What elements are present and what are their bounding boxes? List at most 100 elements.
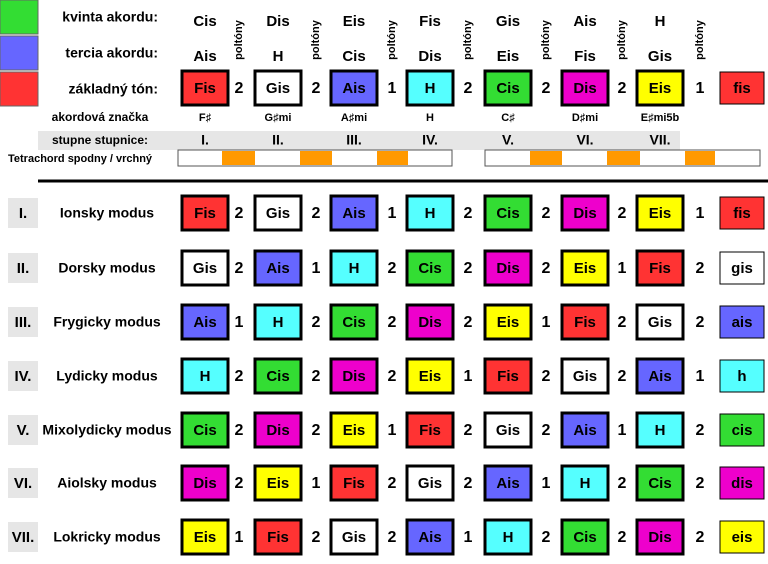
interval: 2 <box>618 205 627 222</box>
interval: 2 <box>542 205 551 222</box>
note-label: dis <box>731 475 753 492</box>
mode-name: Frygicky modus <box>53 314 161 330</box>
interval: 2 <box>618 529 627 546</box>
degrees-label: stupne stupnice: <box>52 133 148 147</box>
fifth-note: Eis <box>343 13 366 30</box>
note-label: Eis <box>649 205 672 222</box>
mode-numeral: VI. <box>14 475 32 492</box>
note-label: Dis <box>648 529 671 546</box>
legend-label: tercia akordu: <box>65 45 158 61</box>
note-label: Dis <box>573 205 596 222</box>
note-label: H <box>503 529 514 546</box>
interval: 2 <box>235 205 244 222</box>
interval: 2 <box>235 475 244 492</box>
semitones-label: poltóny <box>310 19 322 60</box>
degree: II. <box>272 132 284 148</box>
semitones-label: poltóny <box>694 19 706 60</box>
interval: 2 <box>464 422 473 439</box>
note-box <box>635 69 685 107</box>
note-label: Cis <box>418 260 441 277</box>
note-box <box>405 303 455 341</box>
note-box <box>329 357 379 395</box>
note-box <box>405 194 455 232</box>
interval: 1 <box>312 475 321 492</box>
interval: 2 <box>388 314 397 331</box>
note-label: Eis <box>343 422 366 439</box>
numeral-box <box>8 253 38 283</box>
note-box <box>560 411 610 449</box>
interval: 1 <box>464 529 473 546</box>
degree: III. <box>346 132 362 148</box>
note-label: Ais <box>418 529 441 546</box>
note-label: Gis <box>193 260 217 277</box>
legend-label: základný tón: <box>69 81 158 97</box>
semitones-label: poltóny <box>540 19 552 60</box>
note-label: Eis <box>574 260 597 277</box>
interval: 1 <box>696 205 705 222</box>
note-label: Fis <box>574 314 596 331</box>
legend-swatch <box>0 35 39 71</box>
note-box <box>719 466 765 500</box>
fifth-note: Fis <box>419 13 441 30</box>
mode-numeral: V. <box>17 422 30 439</box>
interval: 1 <box>696 80 705 97</box>
third-note: Eis <box>497 48 520 65</box>
chord-symbols-label: akordová značka <box>52 110 149 124</box>
note-label: Eis <box>267 475 290 492</box>
note-box <box>483 69 533 107</box>
note-box <box>483 518 533 556</box>
interval: 2 <box>542 529 551 546</box>
fifth-note: Ais <box>573 13 596 30</box>
note-box <box>635 464 685 502</box>
mode-name: Mixolydicky modus <box>42 422 171 438</box>
note-box <box>253 464 303 502</box>
interval: 2 <box>312 368 321 385</box>
note-box <box>180 464 230 502</box>
interval: 1 <box>618 260 627 277</box>
note-label: Gis <box>496 422 520 439</box>
note-label: Gis <box>266 205 290 222</box>
interval: 1 <box>696 368 705 385</box>
chord-symbol: C♯ <box>501 112 515 124</box>
note-label: Cis <box>496 80 519 97</box>
note-box <box>405 249 455 287</box>
note-box <box>719 520 765 554</box>
mode-name: Ionsky modus <box>60 205 154 221</box>
note-label: Cis <box>266 368 289 385</box>
note-box <box>405 411 455 449</box>
note-label: eis <box>732 529 753 546</box>
note-box <box>483 249 533 287</box>
note-box <box>483 303 533 341</box>
note-box <box>180 518 230 556</box>
note-box <box>719 196 765 230</box>
note-box <box>329 518 379 556</box>
note-label: Cis <box>573 529 596 546</box>
note-label: Dis <box>573 80 596 97</box>
note-box <box>405 357 455 395</box>
interval: 2 <box>235 260 244 277</box>
note-box <box>405 69 455 107</box>
note-box <box>719 413 765 447</box>
note-label: Fis <box>649 260 671 277</box>
note-box <box>560 303 610 341</box>
third-note: Ais <box>193 48 216 65</box>
note-label: fis <box>733 80 751 97</box>
interval: 2 <box>312 80 321 97</box>
note-label: Gis <box>648 314 672 331</box>
interval: 2 <box>618 368 627 385</box>
note-box <box>483 357 533 395</box>
legend-label: kvinta akordu: <box>62 9 158 25</box>
semitones-label: poltóny <box>233 19 245 60</box>
note-box <box>329 464 379 502</box>
numeral-box <box>8 307 38 337</box>
note-box <box>483 411 533 449</box>
interval: 2 <box>542 80 551 97</box>
interval: 2 <box>542 422 551 439</box>
note-label: Cis <box>496 205 519 222</box>
note-box <box>635 518 685 556</box>
interval: 1 <box>618 422 627 439</box>
interval: 2 <box>235 422 244 439</box>
note-box <box>719 305 765 339</box>
third-note: Cis <box>342 48 365 65</box>
